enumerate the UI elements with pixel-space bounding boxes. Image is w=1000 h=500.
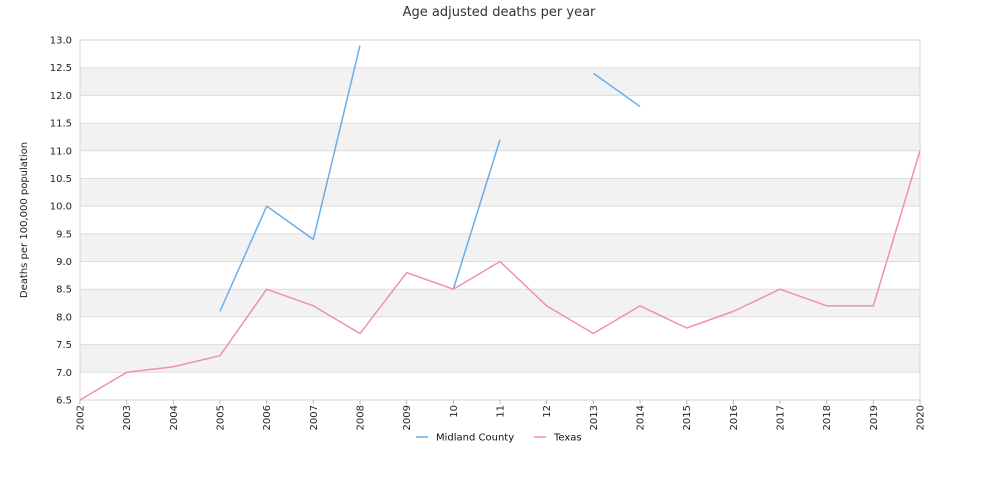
- series-line-segment: [452, 139, 501, 290]
- x-tick-label: 10: [449, 405, 460, 418]
- y-tick-label: 10.5: [50, 174, 72, 185]
- gridlines: [79, 39, 921, 401]
- grid-band: [80, 67, 920, 96]
- grid-band: [80, 233, 920, 262]
- legend-label: Midland County: [436, 433, 514, 444]
- series-line-segment: [219, 45, 361, 312]
- grid-band: [80, 344, 920, 373]
- x-tick-label: 2006: [262, 405, 273, 430]
- y-tick-label: 7.0: [56, 368, 72, 379]
- x-tick-label: 2002: [76, 405, 87, 430]
- series-line-segment: [592, 72, 641, 108]
- x-tick-label: 2014: [636, 405, 647, 430]
- grid-band: [80, 123, 920, 151]
- x-tick-label: 2013: [589, 405, 600, 430]
- x-tick-label: 2018: [822, 405, 833, 430]
- y-tick-label: 11.5: [50, 119, 72, 130]
- x-tick-label: 2009: [402, 405, 413, 430]
- x-tick-label: 2017: [776, 405, 787, 430]
- x-tick-label: 2008: [356, 405, 367, 430]
- x-tick-label: 2004: [169, 405, 180, 430]
- series-line-segment: [79, 150, 921, 401]
- series-1: [219, 45, 641, 312]
- x-tick-label: 2007: [309, 405, 320, 430]
- y-tick-label: 8.5: [56, 285, 72, 296]
- plot-area: [80, 40, 920, 400]
- x-tick-label: 12: [542, 405, 553, 418]
- y-tick-label: 9.5: [56, 229, 72, 240]
- y-tick-label: 9.0: [56, 257, 72, 268]
- series-layer: [79, 45, 921, 401]
- chart-title: Age adjusted deaths per year: [403, 5, 596, 20]
- x-tick-label: 2016: [729, 405, 740, 430]
- y-tick-label: 12.5: [50, 63, 72, 74]
- y-tick-label: 6.5: [56, 396, 72, 407]
- grid-band: [80, 178, 920, 207]
- series-2: [79, 150, 921, 401]
- x-tick-label: 2020: [916, 405, 927, 430]
- y-tick-label: 10.0: [50, 202, 72, 213]
- x-tick-label: 2005: [216, 405, 227, 430]
- grid-bands: [80, 40, 920, 400]
- y-axis-label: Deaths per 100,000 population: [19, 142, 30, 298]
- y-tick-label: 12.0: [50, 91, 72, 102]
- y-tick-label: 7.5: [56, 340, 72, 351]
- legend-label: Texas: [553, 433, 582, 444]
- x-tick-label: 2003: [122, 405, 133, 430]
- x-tick-label: 11: [496, 405, 507, 418]
- legend: Midland County Texas: [416, 433, 582, 444]
- y-tick-label: 8.0: [56, 312, 72, 323]
- grid-band: [80, 289, 920, 317]
- x-axis-ticks: 2002 2003 2004 2005 2006 2007 2008 2009 10 11 12 20…: [76, 400, 927, 430]
- x-tick-label: 2015: [682, 405, 693, 430]
- y-tick-label: 11.0: [50, 146, 72, 157]
- y-tick-label: 13.0: [50, 36, 72, 47]
- y-axis-ticks: 6.5 7.0 7.5 8.0 8.5 9.0 9.5 10.0 10.5 11.0 11.5 12.…: [50, 36, 72, 407]
- x-tick-label: 2019: [869, 405, 880, 430]
